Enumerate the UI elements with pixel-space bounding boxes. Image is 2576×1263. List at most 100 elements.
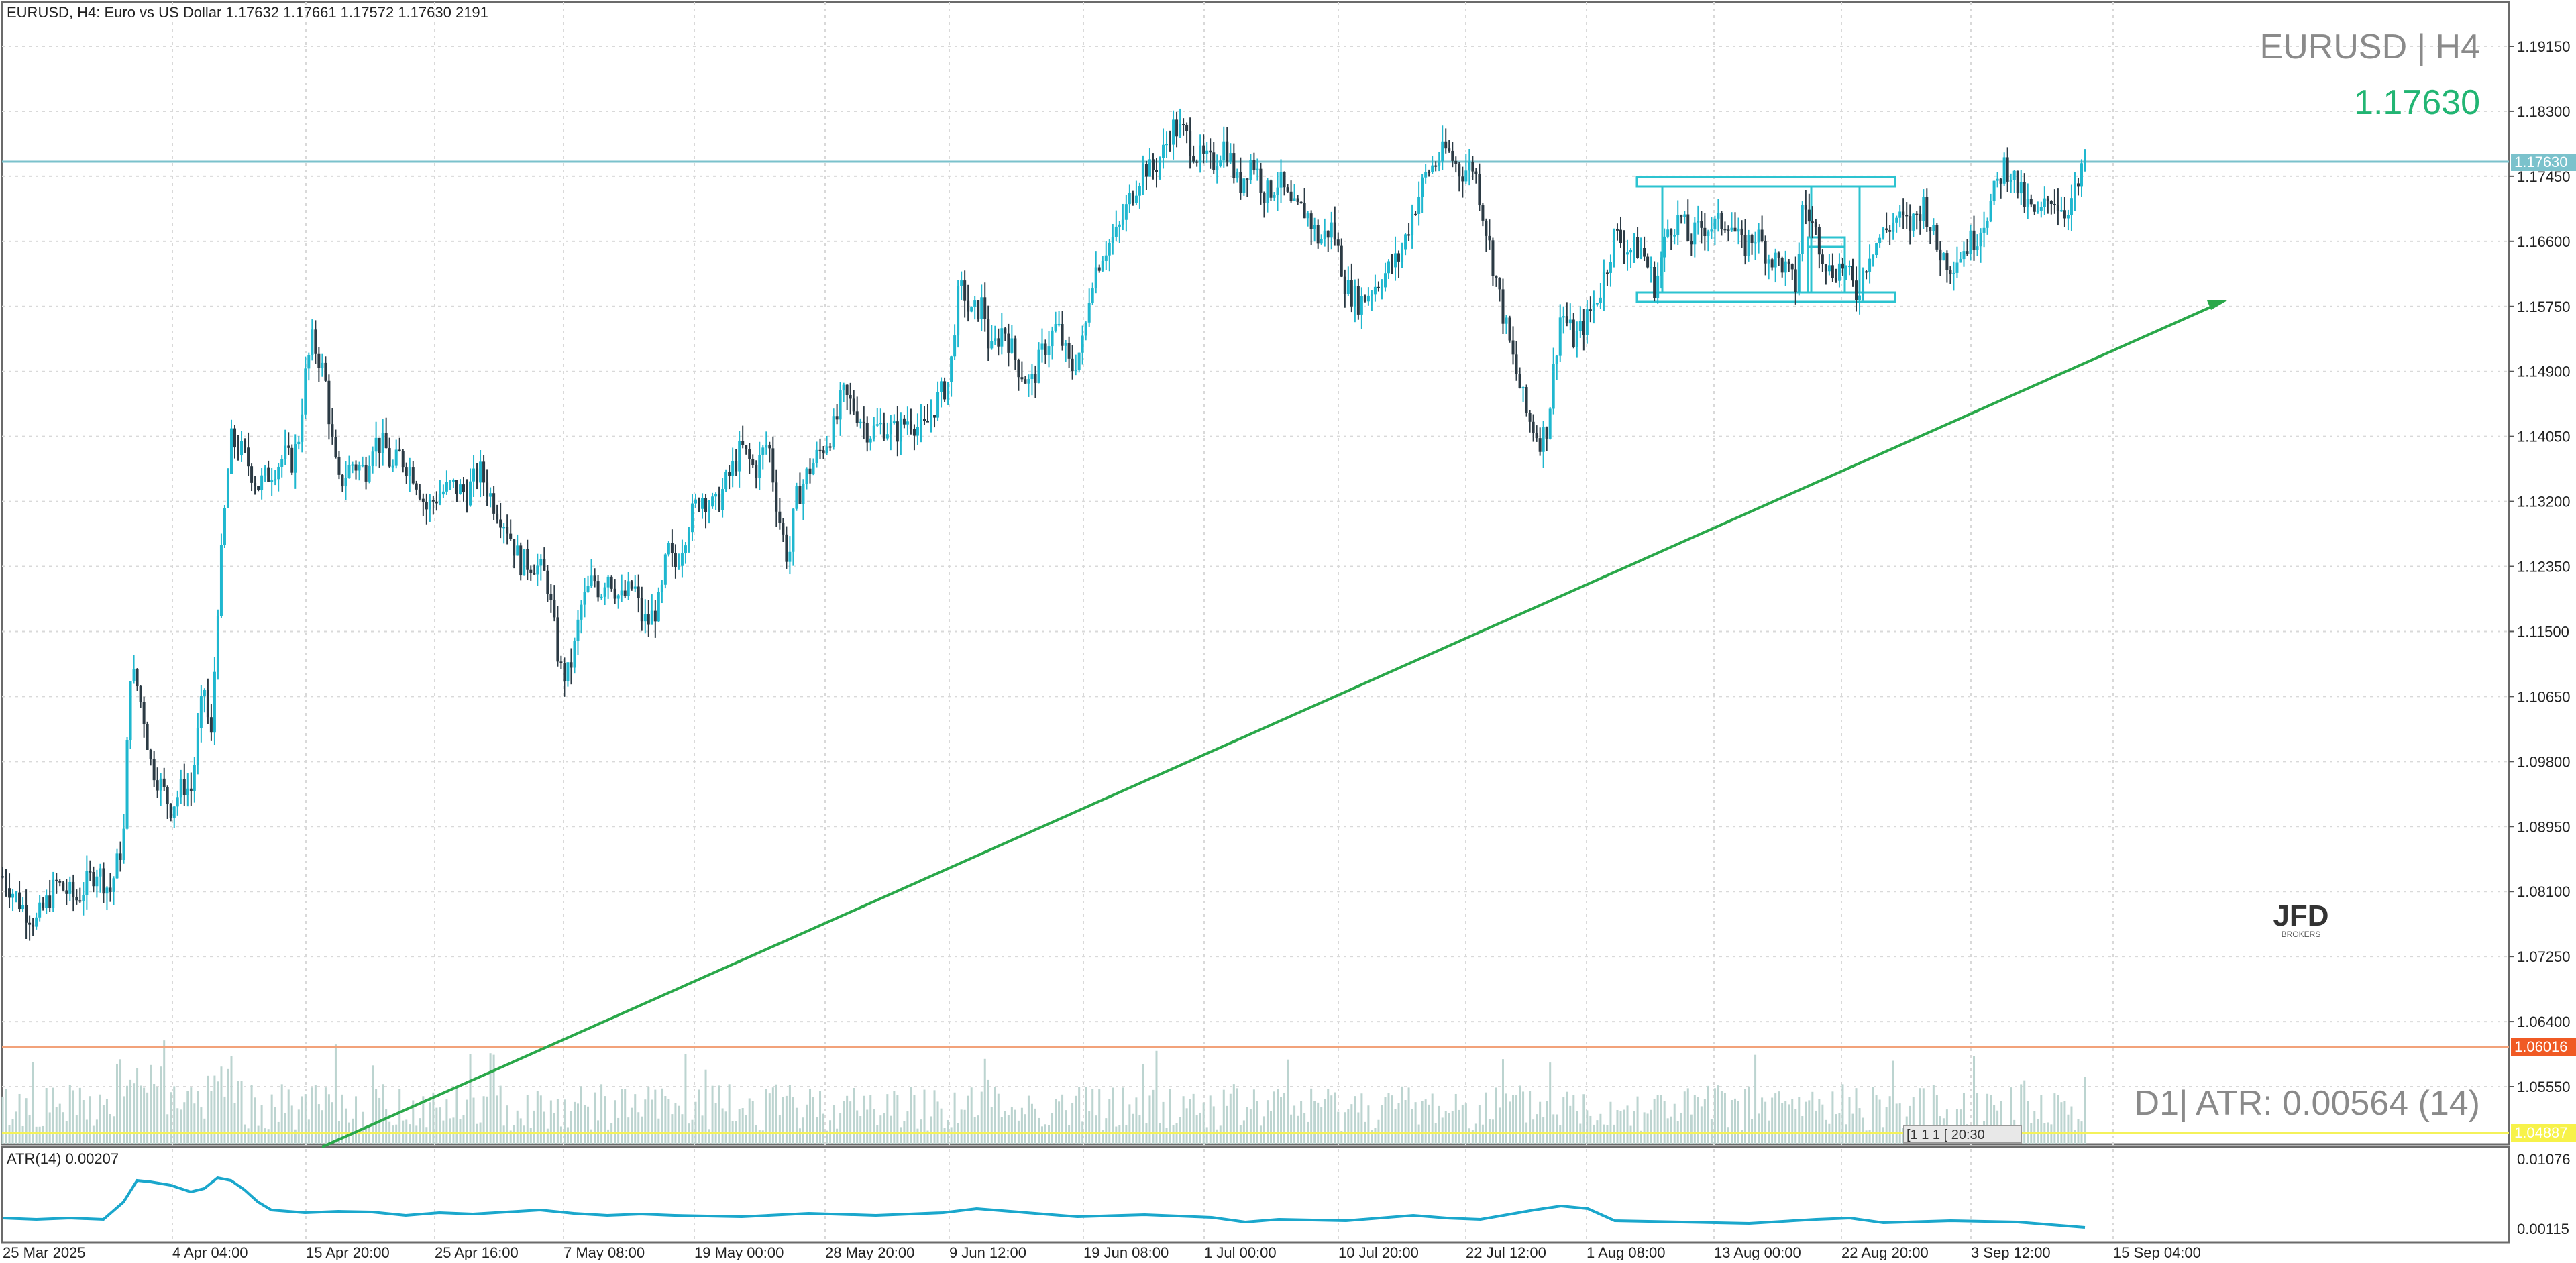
candle [1615,223,1619,241]
range-rect-inner[interactable] [1807,236,1846,248]
volume-bar [761,1130,764,1144]
volume-bar [1973,1056,1976,1144]
volume-bar [634,1094,637,1144]
candle [1411,204,1414,249]
volume-bar [1650,1109,1652,1144]
candle [1959,252,1962,263]
candle [136,668,139,691]
candle [606,575,610,599]
candle [448,480,451,490]
candle [1545,426,1548,451]
trend-line[interactable] [321,300,2227,1148]
candle [257,485,260,492]
volume-bar [509,1130,512,1144]
range-rect-bottom[interactable] [1635,291,1896,303]
volume-bar [694,1101,697,1144]
candle [1326,230,1330,252]
candle [916,413,919,445]
volume-bar [344,1108,347,1144]
volume-bar [1626,1105,1629,1144]
candle [872,417,875,442]
volume-bar [244,1124,246,1144]
candle [1360,287,1363,330]
candle [254,476,257,495]
volume-bar [1932,1085,1935,1144]
volume-bar [2084,1077,2086,1144]
candle [1663,228,1666,272]
price-axis[interactable]: 1.19150 1.18300 1.17450 1.16600 1.15750 1.149… [2509,38,2571,1095]
volume-bar [1004,1111,1006,1144]
volume-bar [916,1128,919,1144]
volume-bar [58,1103,61,1144]
volume-bar [1858,1108,1861,1144]
candle [297,435,301,450]
volume-bar [950,1127,953,1144]
volume-bar [1633,1111,1635,1144]
volume-bar [1065,1110,1067,1144]
volume-bar [678,1105,680,1144]
volume-bar [334,1044,337,1144]
time-axis[interactable]: 25 Mar 2025 4 Apr 04:00 15 Apr 20:00 25 Apr… [3,1244,2201,1261]
volume-bar [1269,1111,1272,1144]
candle [896,406,899,457]
candle [516,534,519,556]
candle [1888,225,1892,245]
candle [812,458,815,476]
candle [1623,230,1626,264]
candle [815,441,818,468]
candle [179,769,182,804]
volume-bar [1603,1124,1605,1144]
volume-bar [1273,1091,1275,1144]
candle [1007,323,1010,367]
volume-bar [930,1116,932,1144]
volume-bar [1209,1095,1212,1144]
candle [1575,321,1578,358]
atr-panel-label: ATR(14) 0.00207 [7,1150,119,1167]
volume-bar [1135,1097,1138,1144]
candle [576,610,580,655]
volume-bar [1044,1124,1047,1144]
volume-bar [2074,1130,2076,1144]
volume-bar [1922,1088,1925,1144]
volume-bar [741,1108,744,1144]
candle [1407,223,1411,241]
candle [1633,233,1636,263]
volume-bar [1666,1118,1669,1144]
volume-bar [331,1102,333,1144]
candle [1481,203,1485,227]
candle [523,549,526,576]
volume-bar [1407,1087,1410,1144]
candle [1172,110,1175,160]
candle [775,469,778,527]
candle [358,461,361,481]
volume-bar [745,1115,747,1144]
volume-bar [792,1097,794,1144]
period-separator-tabs[interactable]: [1 1 1 [ 20:30 [1903,1125,2022,1144]
volume-bar [1142,1064,1144,1144]
volume-bar [324,1087,327,1144]
candle [425,493,428,525]
candle [1448,140,1451,153]
volume-bar [1071,1102,1074,1144]
volume-bar [953,1092,956,1144]
volume-bar [62,1112,64,1144]
candle [277,463,280,492]
volume-bar [1313,1101,1316,1144]
candle [1747,229,1750,262]
candle [472,455,476,498]
volume-bar [153,1084,156,1144]
candle [1293,184,1296,201]
volume-bar [126,1085,129,1144]
candle [1323,218,1326,247]
volume-bar [1387,1093,1390,1144]
range-rect-top[interactable] [1635,176,1896,188]
volume-bar [2060,1102,2063,1144]
volume-bar [1266,1100,1269,1144]
volume-bar [1205,1127,1208,1144]
time-tick-label: 25 Apr 16:00 [435,1244,519,1260]
volume-bar [1172,1125,1175,1144]
candle [1518,367,1521,389]
candle [1929,227,1932,245]
volume-bar [1148,1095,1151,1144]
